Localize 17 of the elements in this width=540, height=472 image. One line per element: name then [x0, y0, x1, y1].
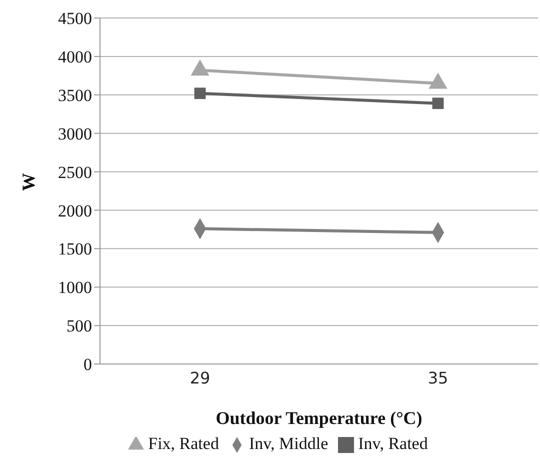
y-tick-label: 3500 — [58, 86, 92, 105]
y-tick-label: 1500 — [58, 240, 92, 259]
y-tick-label: 0 — [84, 355, 92, 374]
y-tick-label: 2000 — [58, 201, 92, 220]
y-tick-label: 4500 — [58, 9, 92, 28]
y-axis-title: W — [18, 173, 38, 191]
x-tick-label: 35 — [428, 368, 448, 388]
legend-label: Inv, Rated — [358, 434, 428, 453]
legend-label: Fix, Rated — [148, 434, 219, 453]
y-tick-label: 4000 — [58, 47, 92, 66]
x-tick-label: 29 — [190, 368, 210, 388]
legend-label: Inv, Middle — [248, 434, 328, 453]
y-tick-label: 2500 — [58, 162, 92, 182]
y-tick-label: 3000 — [58, 124, 92, 144]
y-tick-label: 1000 — [58, 278, 92, 298]
y-tick-label: 500 — [66, 316, 92, 336]
x-axis-title: Outdoor Temperature (°C) — [216, 408, 422, 428]
